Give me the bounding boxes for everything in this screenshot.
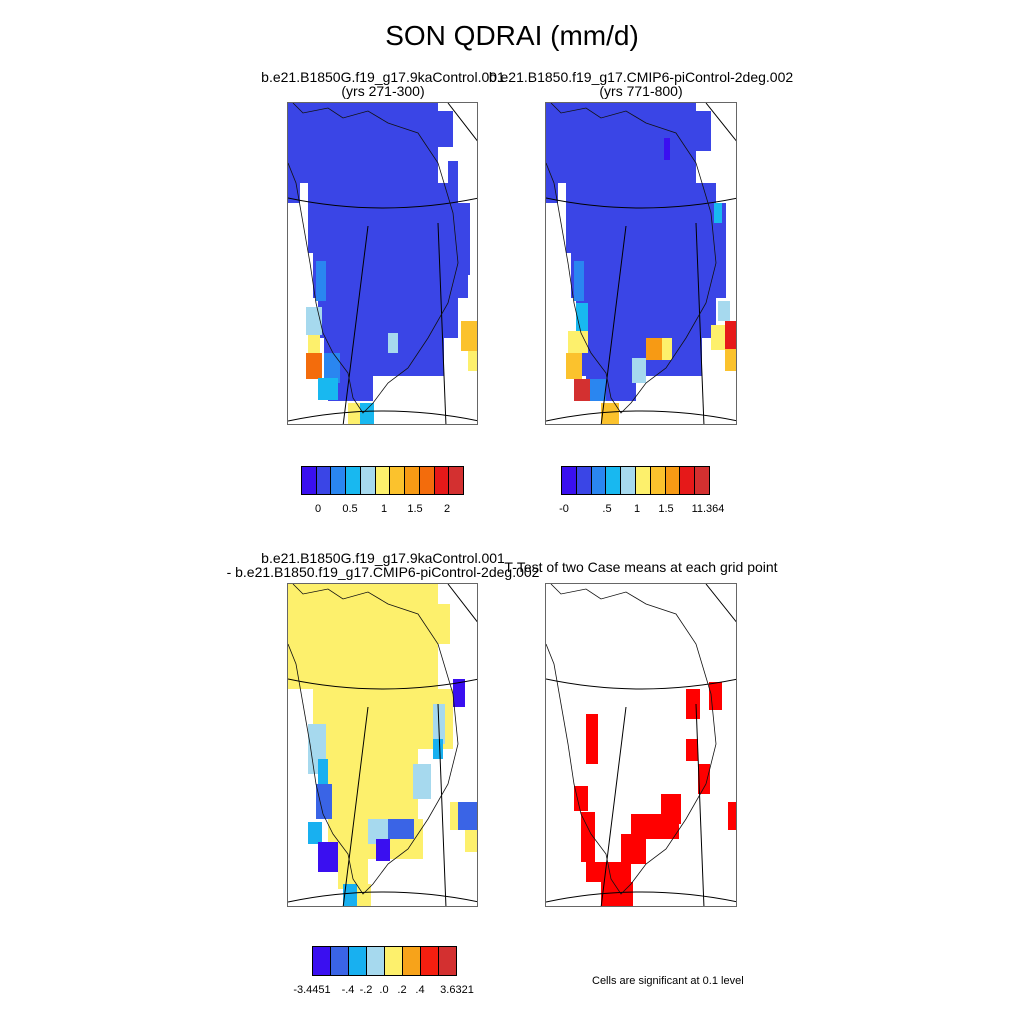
coastline (546, 584, 717, 895)
map-panel-case1 (287, 102, 478, 425)
map-grid-lines (546, 584, 736, 906)
colorbar-swatch (403, 947, 421, 975)
significant-cells (574, 682, 736, 906)
map-grid-lines (288, 103, 477, 424)
ice-sheet-field (288, 103, 477, 424)
colorbar-swatch (331, 947, 349, 975)
panel-4-title: T-Test of two Case means at each grid po… (504, 560, 777, 574)
colorbar-swatch (439, 947, 456, 975)
map-ttest-svg (546, 584, 736, 906)
map-case2-svg (546, 103, 736, 424)
colorbar-swatch (331, 467, 347, 494)
map-grid-lines (546, 103, 736, 424)
difference-field (288, 584, 477, 906)
colorbar-swatch (360, 467, 376, 494)
colorbar-swatch (635, 467, 651, 494)
colorbar-swatch (562, 467, 577, 494)
map-case1-svg (288, 103, 477, 424)
panel-1-title-line2: (yrs 271-300) (341, 83, 425, 99)
colorbar-swatch (419, 467, 435, 494)
figure-title: SON QDRAI (mm/d) (385, 20, 639, 51)
colorbar-swatch (390, 467, 406, 494)
panel-1-title: b.e21.B1850G.f19_g17.9kaControl.001 (yrs… (261, 70, 505, 98)
colorbar-swatch (591, 467, 607, 494)
colorbar-swatch (405, 467, 420, 494)
coastline (288, 103, 459, 414)
colorbar-case1-tick: 2 (443, 503, 451, 515)
colorbar-swatch (606, 467, 622, 494)
colorbar-swatch (385, 947, 403, 975)
panel-3-title: b.e21.B1850G.f19_g17.9kaControl.001 - b.… (227, 551, 540, 579)
colorbar-case1-tick: 0.5 (342, 503, 358, 515)
colorbar-swatch (421, 947, 439, 975)
significance-note: Cells are significant at 0.1 level (592, 975, 744, 987)
ice-sheet-field (546, 103, 736, 424)
colorbar-swatch (665, 467, 681, 494)
colorbar-case2-tick: -0 (559, 503, 569, 515)
colorbar-swatch (695, 467, 709, 494)
colorbar-case1-tick: 1.5 (407, 503, 423, 515)
panel-1-title-line1: b.e21.B1850G.f19_g17.9kaControl.001 (261, 69, 505, 85)
colorbar-case2 (561, 466, 710, 495)
colorbar-difference-tick: .2 (397, 984, 407, 996)
colorbar-case2-tick: 1.5 (658, 503, 674, 515)
colorbar-swatch (650, 467, 666, 494)
colorbar-case2-tick: 11.364 (691, 503, 725, 515)
colorbar-swatch (316, 467, 332, 494)
map-panel-ttest (545, 583, 737, 907)
map-panel-difference (287, 583, 478, 907)
colorbar-swatch (375, 467, 391, 494)
colorbar-swatch (449, 467, 464, 494)
colorbar-swatch (349, 947, 367, 975)
colorbar-difference-tick: -3.4451 (293, 984, 331, 996)
panel-2-title-line1: b.e21.B1850.f19_g17.CMIP6-piControl-2deg… (488, 69, 794, 85)
map-difference-svg (288, 584, 477, 906)
panel-2-title-line2: (yrs 771-800) (599, 83, 683, 99)
panel-3-title-line2: - b.e21.B1850.f19_g17.CMIP6-piControl-2d… (226, 564, 540, 580)
colorbar-case2-tick: .5 (602, 503, 612, 515)
colorbar-swatch (302, 467, 317, 494)
colorbar-swatch (680, 467, 696, 494)
panel-3-title-line1: b.e21.B1850G.f19_g17.9kaControl.001 (261, 550, 505, 566)
colorbar-swatch (367, 947, 385, 975)
colorbar-case1 (301, 466, 464, 495)
colorbar-swatch (434, 467, 450, 494)
colorbar-case1-tick: 1 (380, 503, 388, 515)
colorbar-swatch (313, 947, 331, 975)
map-panel-case2 (545, 102, 737, 425)
coastline (288, 584, 459, 895)
colorbar-case1-tick: 0 (314, 503, 322, 515)
colorbar-swatch (346, 467, 361, 494)
map-grid-lines (288, 584, 477, 906)
panel-4-title-line1: T-Test of two Case means at each grid po… (504, 559, 778, 575)
colorbar-swatch (576, 467, 592, 494)
coastline (546, 103, 717, 414)
colorbar-difference (312, 946, 457, 976)
colorbar-difference-tick: 3.6321 (440, 984, 474, 996)
colorbar-difference-tick: -.2 (359, 984, 373, 996)
colorbar-case2-tick: 1 (633, 503, 641, 515)
colorbar-swatch (621, 467, 636, 494)
colorbar-difference-tick: -.4 (341, 984, 355, 996)
panel-2-title: b.e21.B1850.f19_g17.CMIP6-piControl-2deg… (489, 70, 793, 98)
colorbar-difference-tick: .0 (379, 984, 389, 996)
colorbar-difference-tick: .4 (415, 984, 425, 996)
